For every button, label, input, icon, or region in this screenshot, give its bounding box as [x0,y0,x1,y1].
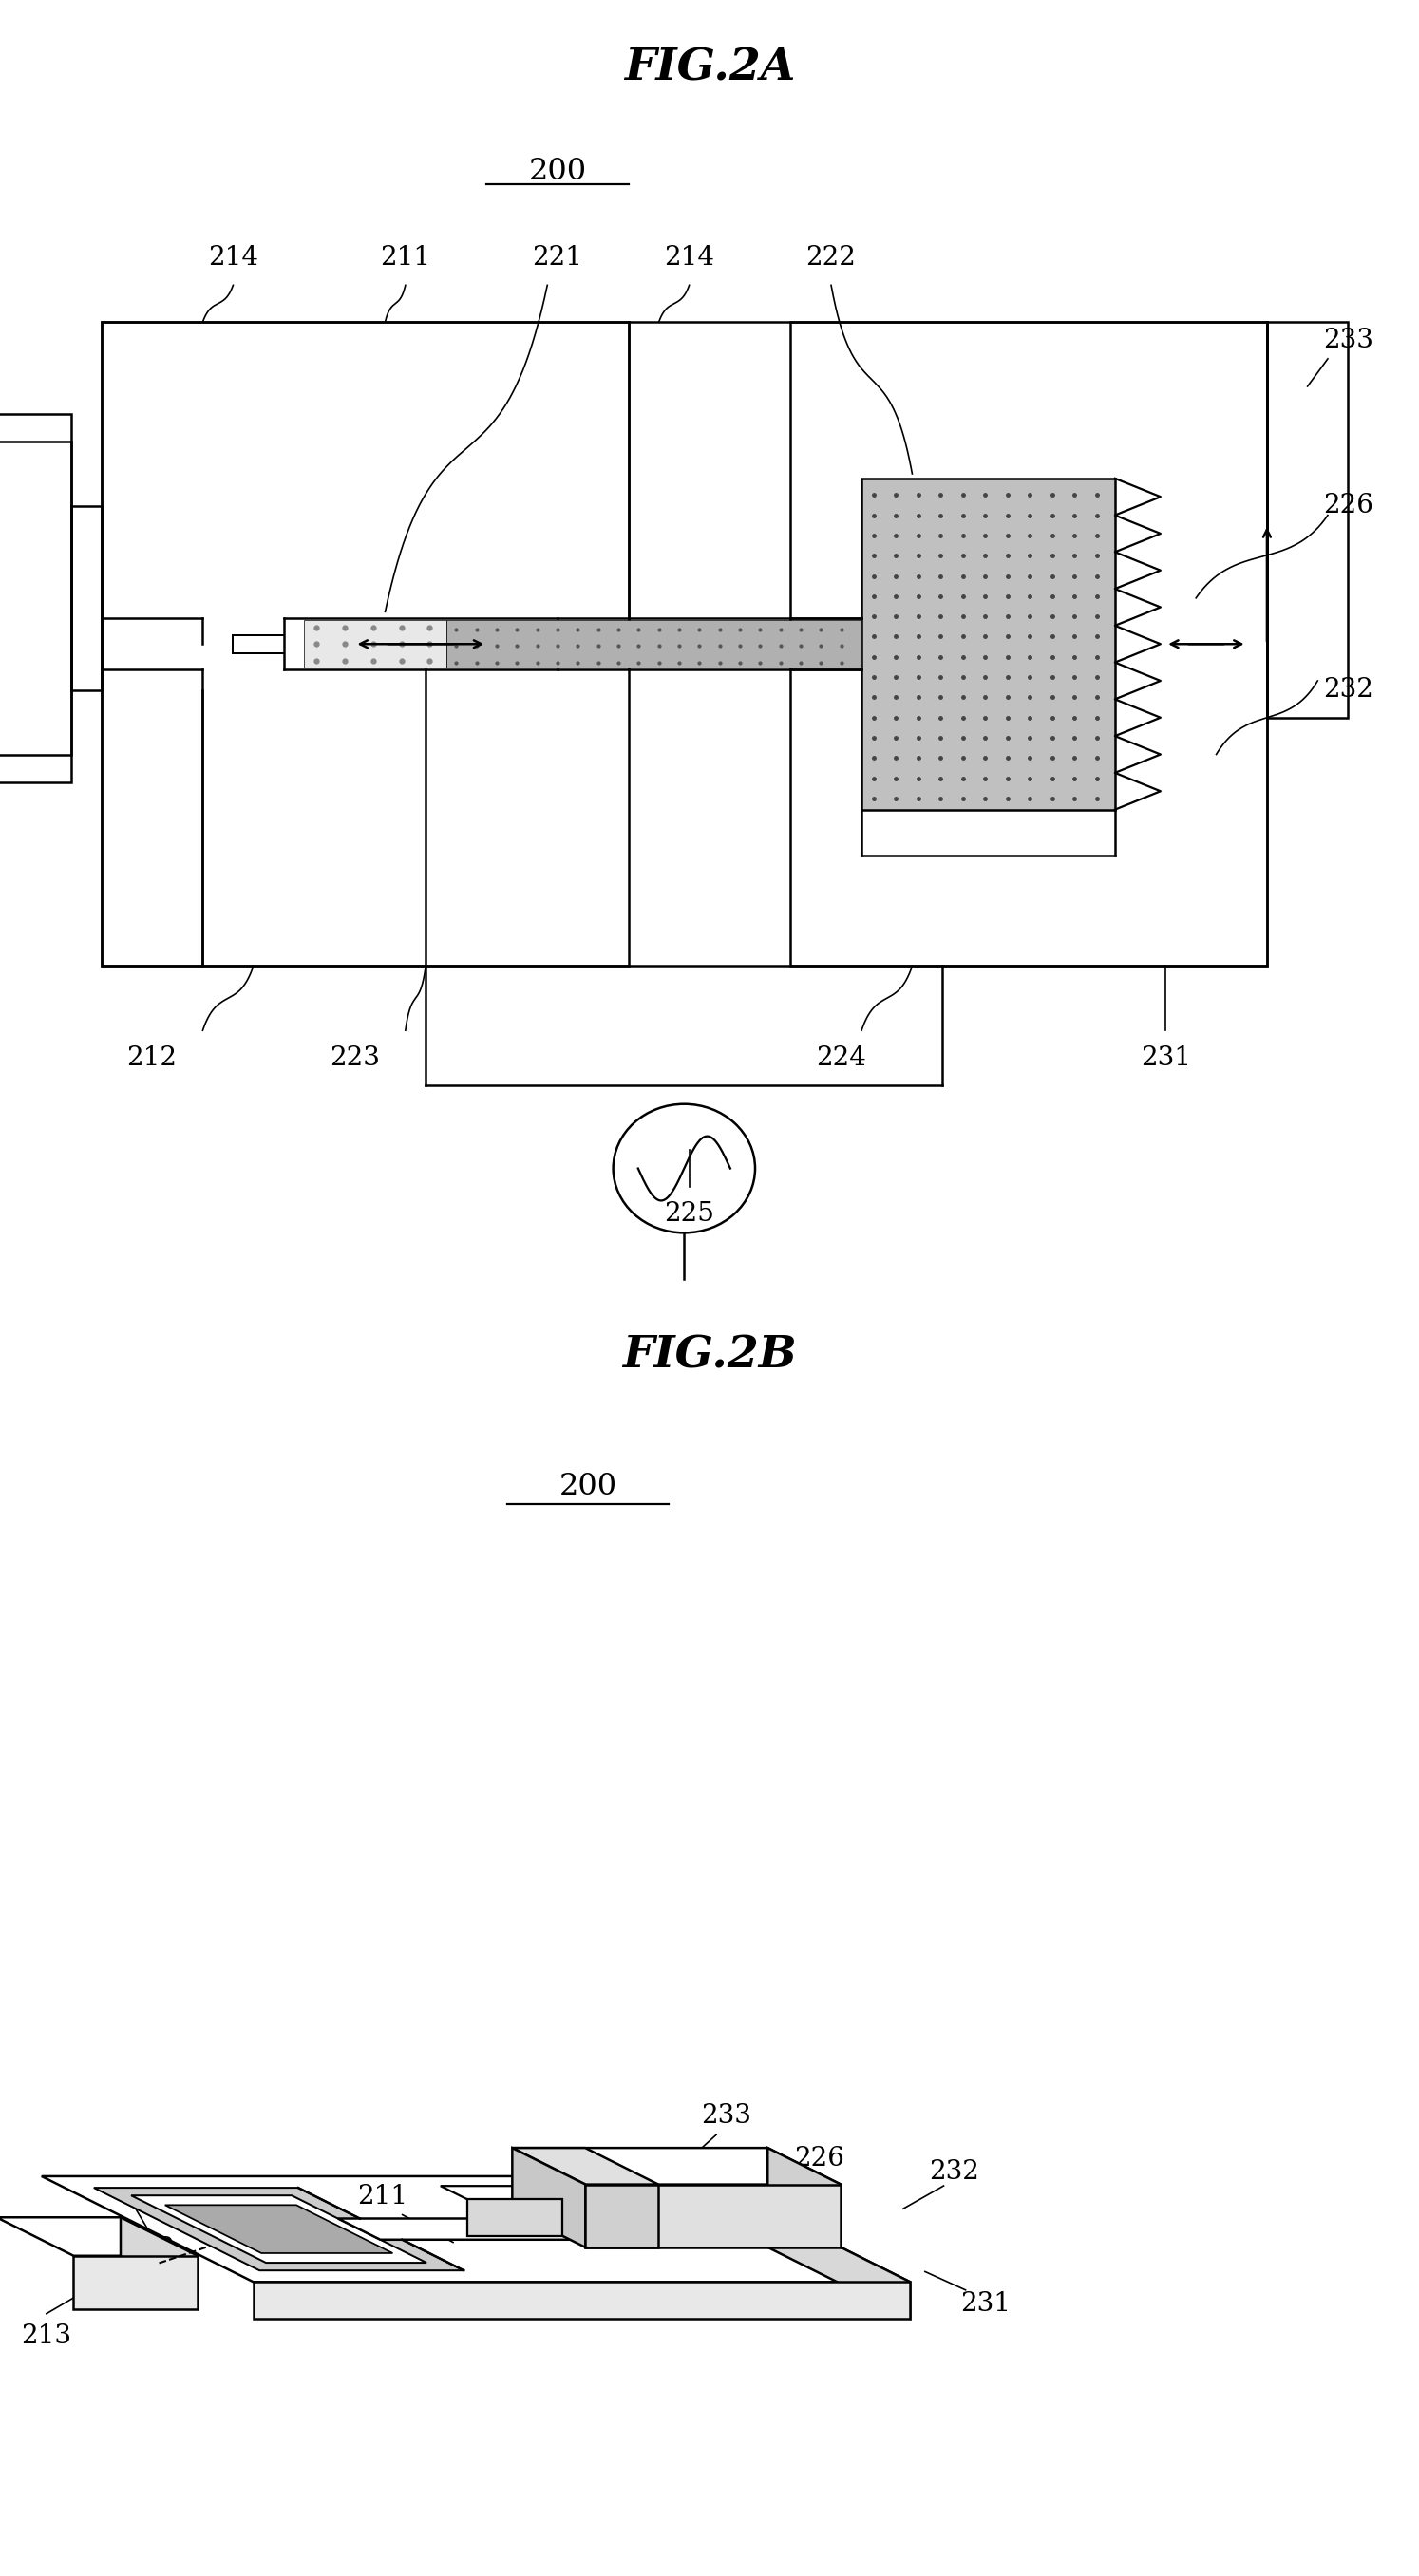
Polygon shape [131,2195,427,2262]
Polygon shape [74,2257,197,2308]
Bar [446,621,861,667]
Bar [101,322,629,966]
Polygon shape [664,2221,710,2236]
Text: 212: 212 [125,2236,175,2262]
Bar [71,505,101,690]
Text: 212: 212 [126,1046,177,1072]
Polygon shape [600,2221,646,2236]
Polygon shape [633,2221,677,2236]
Text: 200: 200 [528,157,586,185]
Polygon shape [698,2177,910,2318]
Text: 233: 233 [701,2105,752,2130]
Text: 231: 231 [1141,1046,1191,1072]
Polygon shape [681,2221,725,2236]
Polygon shape [41,2177,910,2282]
Text: 232: 232 [1323,677,1374,703]
Polygon shape [648,2221,694,2236]
Polygon shape [338,2218,622,2239]
Text: 225: 225 [664,1200,714,1226]
Text: 211: 211 [358,2184,407,2210]
Text: 214: 214 [209,245,258,270]
Polygon shape [254,2282,910,2318]
Text: 232: 232 [928,2159,979,2184]
Text: 211: 211 [380,245,430,270]
Polygon shape [121,2218,197,2308]
Text: 226: 226 [1323,492,1374,518]
Text: 226: 226 [795,2146,844,2172]
Text: 213: 213 [21,2324,71,2349]
Polygon shape [94,2187,464,2269]
Bar [1267,322,1348,719]
Polygon shape [512,2148,841,2184]
Polygon shape [586,2184,841,2246]
Polygon shape [440,2187,562,2200]
Polygon shape [512,2148,586,2246]
Text: 214: 214 [664,245,714,270]
Bar [861,479,1115,809]
Text: 221: 221 [532,245,583,270]
Polygon shape [165,2205,393,2254]
Polygon shape [0,2218,197,2257]
Text: FIG.2A: FIG.2A [624,46,795,90]
Bar [790,322,1267,966]
Bar [0,415,71,783]
Polygon shape [768,2148,841,2246]
Polygon shape [692,2218,826,2239]
Text: 222: 222 [806,245,856,270]
Text: 233: 233 [1323,327,1374,353]
Bar [304,621,446,667]
Text: 223: 223 [329,1046,380,1072]
Bar [0,440,71,755]
Bar [101,322,1267,966]
Polygon shape [617,2221,661,2236]
Text: 200: 200 [559,1471,617,1502]
Polygon shape [585,2221,629,2236]
Text: 224: 224 [816,1046,867,1072]
Polygon shape [467,2200,562,2236]
Polygon shape [512,2148,658,2184]
Text: FIG.2B: FIG.2B [623,1334,796,1378]
Text: 231: 231 [961,2290,1010,2316]
Polygon shape [586,2184,658,2246]
